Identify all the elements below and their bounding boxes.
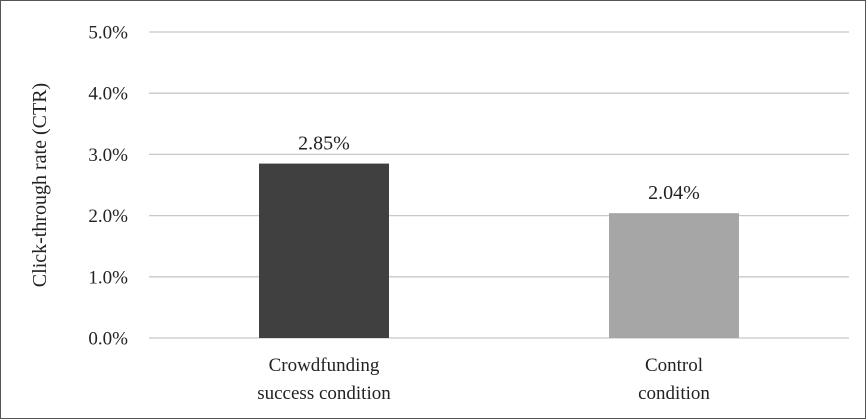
- gridlines: [149, 31, 849, 339]
- data-labels: 2.85% 2.04%: [298, 133, 700, 205]
- bar: [609, 213, 739, 338]
- y-tick-label: 3.0%: [88, 145, 128, 166]
- data-label: 2.04%: [648, 182, 700, 204]
- y-tick-label: 2.0%: [88, 206, 128, 227]
- x-tick-label: success condition: [257, 383, 391, 404]
- x-tick-label: condition: [638, 383, 710, 404]
- y-tick-label: 4.0%: [88, 84, 128, 105]
- x-axis-ticks: Crowdfunding success condition Control cond…: [257, 355, 710, 404]
- bars: [259, 163, 739, 338]
- y-axis-ticks: 0.0% 1.0% 2.0% 3.0% 4.0% 5.0%: [88, 23, 128, 350]
- y-tick-label: 5.0%: [88, 23, 128, 44]
- x-tick-label: Crowdfunding: [269, 355, 380, 376]
- data-label: 2.85%: [298, 133, 350, 155]
- y-tick-label: 1.0%: [88, 267, 128, 288]
- x-tick-label: Control: [645, 355, 703, 376]
- y-axis-title: Click-through rate (CTR): [29, 83, 51, 287]
- y-tick-label: 0.0%: [88, 329, 128, 350]
- bar: [259, 163, 389, 338]
